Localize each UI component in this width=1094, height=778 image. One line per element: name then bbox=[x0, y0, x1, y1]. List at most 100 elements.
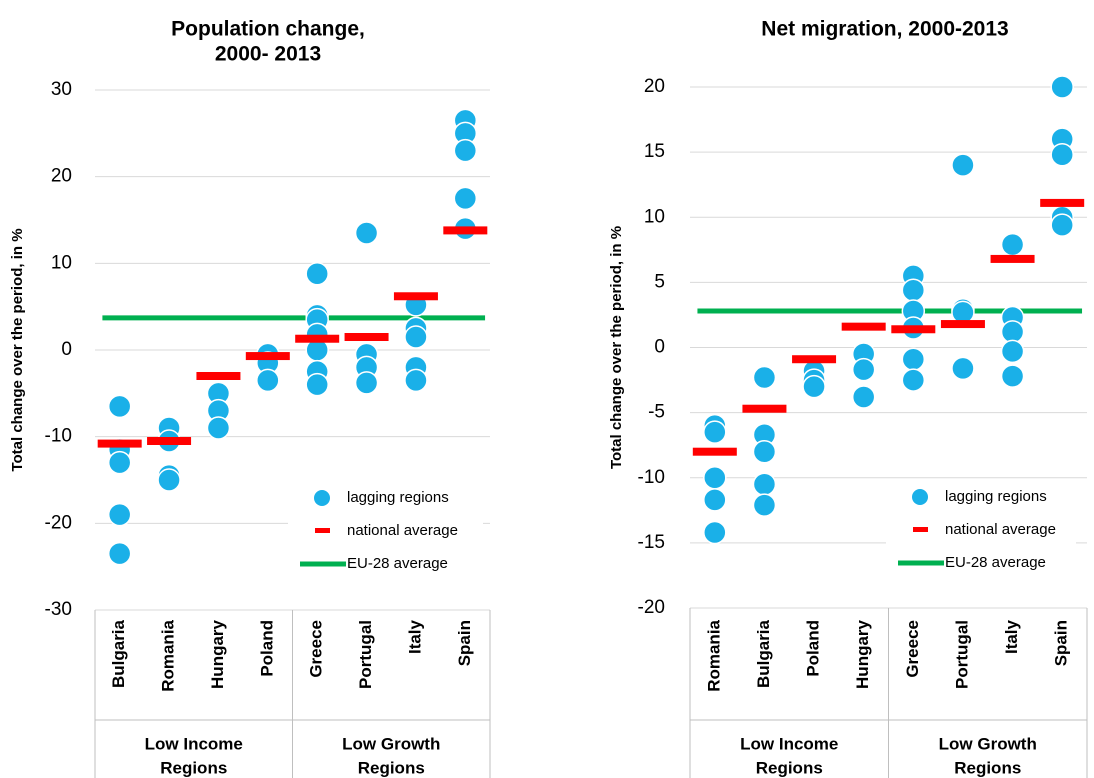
x-tick-label: Romania bbox=[704, 619, 723, 691]
national-average bbox=[891, 325, 936, 334]
x-tick-label: Italy bbox=[1002, 619, 1021, 654]
region-dot bbox=[1000, 320, 1025, 344]
region-dot bbox=[1000, 232, 1025, 257]
region-dot bbox=[752, 365, 777, 390]
group-label: Regions bbox=[358, 758, 425, 777]
region-dot bbox=[901, 347, 926, 371]
national-average bbox=[393, 292, 438, 301]
national-average bbox=[443, 226, 488, 235]
legend-label: national average bbox=[945, 521, 1056, 538]
region-dot bbox=[453, 186, 478, 211]
chart-title: 2000- 2013 bbox=[215, 43, 321, 66]
y-tick-label: -20 bbox=[638, 597, 665, 618]
region-dot bbox=[752, 439, 777, 464]
national-average bbox=[147, 437, 192, 445]
y-tick-label: 20 bbox=[644, 76, 665, 97]
region-dot bbox=[157, 468, 181, 492]
y-tick-label: 10 bbox=[51, 252, 72, 273]
x-tick-label: Hungary bbox=[208, 619, 227, 689]
region-dot bbox=[752, 472, 777, 497]
legend-label: national average bbox=[347, 522, 458, 539]
region-dot bbox=[107, 541, 132, 566]
y-tick-label: -15 bbox=[638, 532, 665, 553]
national-average bbox=[245, 352, 290, 361]
national-average bbox=[792, 355, 837, 364]
group-label: Regions bbox=[756, 758, 823, 777]
group-label: Low Income bbox=[145, 734, 243, 753]
group-label: Regions bbox=[954, 758, 1021, 777]
region-dot bbox=[851, 357, 876, 382]
x-tick-label: Romania bbox=[159, 619, 178, 691]
region-dot bbox=[1050, 142, 1074, 167]
region-dot bbox=[1000, 339, 1025, 364]
national-average bbox=[344, 333, 389, 341]
region-dot bbox=[107, 502, 132, 527]
x-tick-label: Portugal bbox=[356, 620, 375, 689]
y-tick-label: 20 bbox=[51, 166, 72, 187]
y-tick-label: -10 bbox=[638, 467, 665, 488]
region-dot bbox=[107, 450, 132, 475]
legend-marker bbox=[315, 528, 330, 533]
national-average bbox=[97, 439, 142, 448]
national-average bbox=[692, 447, 737, 456]
chart-title: Net migration, 2000-2013 bbox=[761, 18, 1008, 41]
national-average bbox=[940, 320, 985, 329]
y-tick-label: -10 bbox=[45, 426, 72, 447]
x-tick-label: Spain bbox=[455, 620, 474, 666]
x-tick-label: Greece bbox=[307, 620, 326, 678]
y-axis-label: Total change over the period, in % bbox=[608, 226, 625, 469]
region-dot bbox=[206, 416, 231, 440]
region-dot bbox=[305, 261, 329, 286]
national-average bbox=[742, 404, 787, 413]
region-dot bbox=[404, 325, 428, 349]
chart-title: Population change, bbox=[171, 18, 365, 41]
legend-label: EU-28 average bbox=[945, 554, 1046, 571]
group-label: Low Growth bbox=[939, 734, 1037, 753]
national-average bbox=[196, 372, 241, 380]
region-dot bbox=[802, 374, 826, 399]
region-dot bbox=[703, 466, 727, 490]
legend-label: lagging regions bbox=[347, 489, 449, 506]
region-dot bbox=[901, 368, 926, 392]
region-dot bbox=[703, 488, 727, 512]
group-label: Low Growth bbox=[342, 734, 440, 753]
legend-marker bbox=[912, 489, 928, 505]
region-dot bbox=[951, 153, 975, 177]
y-axis-label: Total change over the period, in % bbox=[9, 228, 26, 471]
region-dot bbox=[453, 138, 478, 163]
x-tick-label: Bulgaria bbox=[109, 619, 128, 688]
group-label: Regions bbox=[160, 758, 227, 777]
y-tick-label: 5 bbox=[654, 271, 665, 292]
region-dot bbox=[851, 385, 876, 409]
x-tick-label: Greece bbox=[903, 620, 922, 678]
x-tick-label: Spain bbox=[1052, 620, 1071, 666]
region-dot bbox=[256, 368, 280, 393]
y-tick-label: 15 bbox=[644, 141, 665, 162]
x-tick-label: Portugal bbox=[952, 620, 971, 689]
legend-label: EU-28 average bbox=[347, 555, 448, 572]
y-tick-label: 30 bbox=[51, 79, 72, 100]
national-average bbox=[1040, 198, 1085, 207]
region-dot bbox=[305, 372, 329, 397]
region-dot bbox=[752, 493, 777, 517]
national-average bbox=[295, 334, 340, 343]
region-dot bbox=[703, 520, 727, 545]
x-tick-label: Hungary bbox=[853, 619, 872, 689]
y-tick-label: -20 bbox=[45, 512, 72, 533]
legend-marker bbox=[913, 527, 928, 532]
legend-marker bbox=[314, 490, 330, 506]
region-dot bbox=[354, 371, 379, 395]
region-dot bbox=[901, 278, 926, 302]
x-tick-label: Italy bbox=[405, 619, 424, 654]
region-dot bbox=[703, 420, 727, 444]
y-tick-label: 10 bbox=[644, 206, 665, 227]
x-tick-label: Poland bbox=[804, 620, 823, 677]
y-tick-label: -30 bbox=[45, 599, 72, 620]
region-dot bbox=[951, 356, 975, 381]
region-dot bbox=[951, 300, 975, 325]
national-average bbox=[841, 322, 886, 331]
x-tick-label: Poland bbox=[257, 620, 276, 677]
region-dot bbox=[1050, 75, 1074, 99]
region-dot bbox=[1050, 213, 1074, 237]
